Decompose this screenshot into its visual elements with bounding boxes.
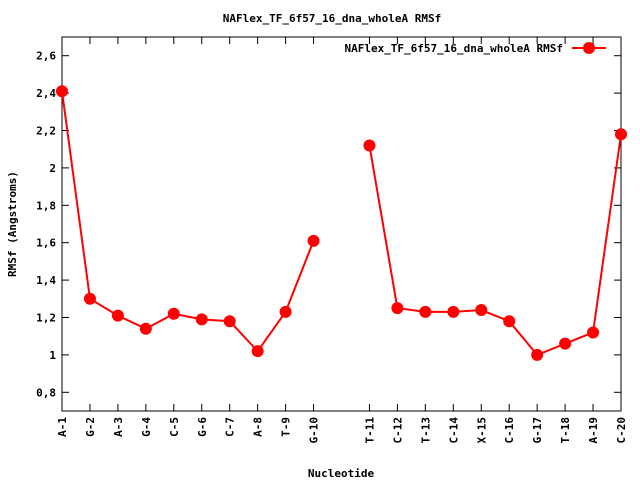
legend: NAFlex_TF_6f57_16_dna_wholeA RMSf — [344, 42, 606, 55]
series-line-segment — [368, 134, 622, 357]
data-point — [195, 313, 208, 326]
data-point — [111, 309, 124, 322]
y-tick-label: 1,4 — [36, 274, 56, 287]
x-tick-label: C-7 — [224, 417, 237, 437]
y-tick-label: 1,6 — [36, 237, 56, 250]
data-point — [251, 345, 264, 358]
y-tick-label: 1,2 — [36, 312, 56, 325]
x-tick-label: C-20 — [615, 417, 628, 444]
x-axis-label: Nucleotide — [308, 467, 375, 480]
y-tick-label: 2,2 — [36, 125, 56, 138]
x-tick-label: C-12 — [391, 417, 404, 444]
data-point — [615, 128, 627, 141]
data-point — [531, 348, 544, 361]
x-tick-label: A-19 — [587, 417, 600, 444]
y-tick-label: 0,8 — [36, 386, 56, 399]
series-line-segment — [61, 91, 315, 353]
y-tick-label: 1 — [49, 349, 56, 362]
x-tick-label: T-13 — [419, 417, 432, 444]
series-points — [56, 85, 627, 361]
y-tick-label: 2 — [49, 162, 56, 175]
y-axis-label: RMSf (Angstroms) — [6, 171, 19, 277]
x-tick-label: G-10 — [308, 417, 321, 444]
y-tick-label: 2,4 — [36, 87, 56, 100]
data-point — [363, 139, 376, 152]
x-tick-label: A-1 — [56, 417, 69, 437]
data-point — [587, 326, 600, 339]
plot-frame — [61, 36, 622, 412]
data-point — [307, 234, 320, 247]
data-point — [139, 322, 152, 335]
y-tick-label: 2,6 — [36, 50, 56, 63]
data-point — [475, 304, 488, 317]
x-tick-label: T-9 — [280, 417, 293, 437]
chart-title: NAFlex_TF_6f57_16_dna_wholeA RMSf — [223, 12, 442, 25]
data-point — [419, 305, 432, 318]
data-point — [56, 85, 68, 98]
x-tick-label: G-17 — [531, 417, 544, 444]
data-point — [83, 292, 96, 305]
data-point — [447, 305, 460, 318]
series-lines — [61, 91, 622, 357]
x-tick-label: G-4 — [140, 417, 153, 437]
legend-label: NAFlex_TF_6f57_16_dna_wholeA RMSf — [344, 42, 563, 55]
x-tick-label: C-16 — [503, 417, 516, 444]
y-tick-label: 1,8 — [36, 199, 56, 212]
data-point — [223, 315, 236, 328]
data-point — [559, 337, 572, 350]
data-point — [279, 305, 292, 318]
legend-marker — [583, 42, 595, 54]
x-tick-label: A-8 — [252, 417, 265, 437]
x-tick-label: C-5 — [168, 417, 181, 437]
x-tick-label: G-2 — [84, 417, 97, 437]
y-axis-ticks: 0,8 1 1,2 1,4 1,6 1,8 2 2,2 2,4 2,6 — [36, 50, 621, 399]
data-point — [391, 302, 404, 315]
data-point — [503, 315, 516, 328]
x-axis-ticks: A-1 G-2 A-3 G-4 C-5 G-6 C-7 A-8 T-9 G-10 T-11 C-12 T… — [56, 37, 628, 444]
x-tick-label: X-15 — [475, 417, 488, 444]
x-tick-label: G-6 — [196, 417, 209, 437]
data-point — [167, 307, 180, 320]
x-tick-label: T-18 — [559, 417, 572, 444]
x-tick-label: C-14 — [447, 417, 460, 444]
x-tick-label: T-11 — [363, 417, 376, 444]
x-tick-label: A-3 — [112, 417, 125, 437]
